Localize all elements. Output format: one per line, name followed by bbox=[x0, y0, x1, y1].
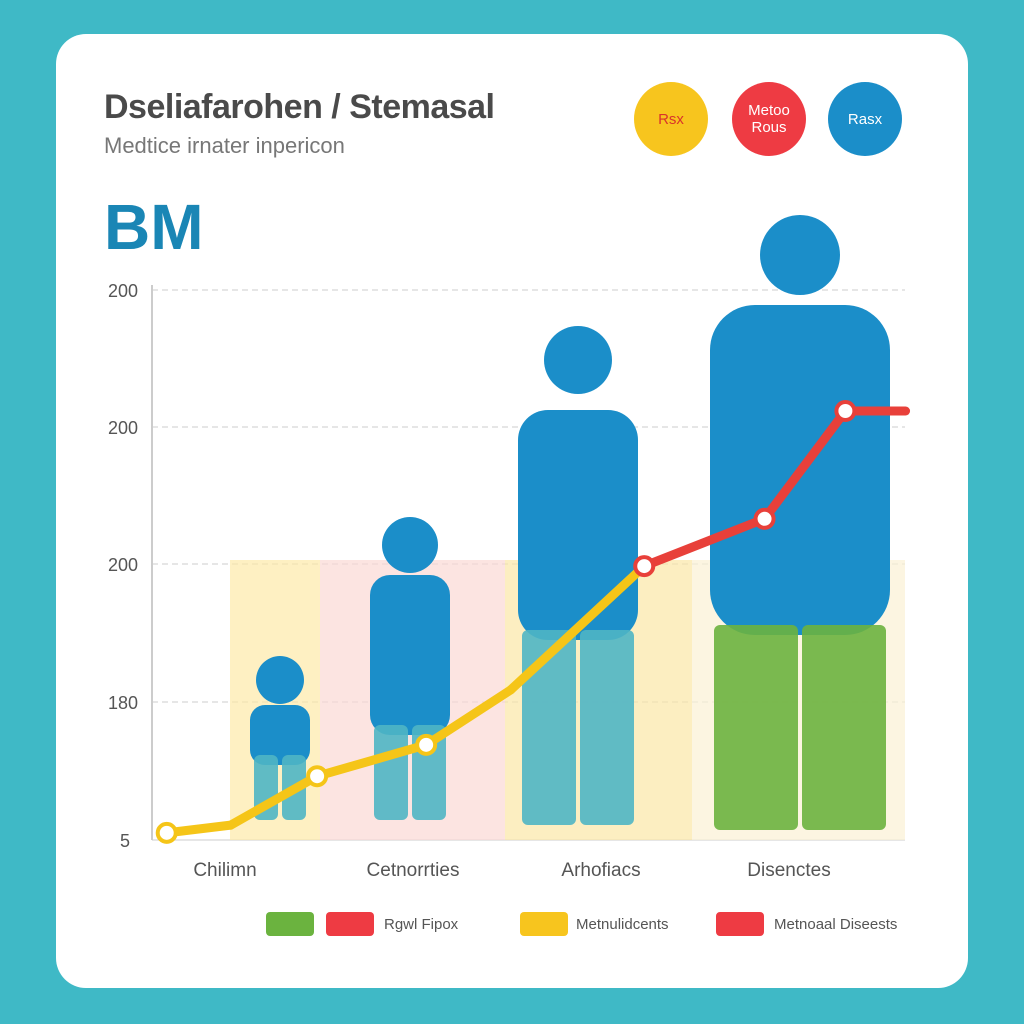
child-head bbox=[382, 517, 438, 573]
data-point bbox=[415, 733, 438, 756]
legend-swatch bbox=[266, 912, 314, 936]
man-head bbox=[760, 215, 840, 295]
y-tick-label: 200 bbox=[108, 555, 138, 575]
toddler-head bbox=[256, 656, 304, 704]
chart-title: Dseliafarohen / Stemasal bbox=[104, 88, 495, 126]
y-tick-label: 180 bbox=[108, 693, 138, 713]
x-tick-label: Disenctes bbox=[747, 860, 830, 881]
x-tick-label: Cetnorrties bbox=[367, 860, 460, 881]
badge-metoo-rous: Metoo Rous bbox=[732, 82, 806, 156]
data-point bbox=[306, 765, 329, 788]
legend-swatch bbox=[326, 912, 374, 936]
woman-leg bbox=[522, 630, 576, 825]
data-point bbox=[834, 400, 857, 422]
line-segment bbox=[760, 406, 850, 524]
y-tick-label: 200 bbox=[108, 418, 138, 438]
legend-item bbox=[266, 912, 314, 936]
badge-rsx: Rsx bbox=[634, 82, 708, 156]
line-segment bbox=[506, 561, 649, 695]
legend-swatch bbox=[716, 912, 764, 936]
legend-swatch bbox=[520, 912, 568, 936]
legend-item: Metnoaal Diseests bbox=[716, 912, 897, 936]
woman-leg bbox=[580, 630, 634, 825]
child-leg bbox=[374, 725, 408, 820]
badge-label: Rsx bbox=[658, 110, 684, 128]
line-segment bbox=[421, 685, 516, 750]
legend-label: Metnulidcents bbox=[576, 915, 669, 933]
data-point bbox=[753, 507, 776, 530]
legend-label: Rgwl Fipox bbox=[384, 915, 459, 933]
data-point bbox=[633, 555, 656, 578]
x-tick-label: Arhofiacs bbox=[561, 860, 640, 881]
chart-subtitle: Medtice irnater inpericon bbox=[104, 133, 345, 158]
toddler-body bbox=[250, 705, 310, 765]
line-segment bbox=[226, 771, 322, 830]
legend-item: Rgwl Fipox bbox=[326, 912, 458, 936]
legend-label: Metnoaal Diseests bbox=[774, 915, 898, 933]
badge-label: Metoo Rous bbox=[748, 102, 790, 136]
man-leg bbox=[802, 625, 886, 830]
man-leg bbox=[714, 625, 798, 830]
badge-rasx: Rasx bbox=[828, 82, 902, 156]
line-segment bbox=[312, 740, 431, 781]
x-tick-label: Chilimn bbox=[193, 860, 256, 881]
line-segment bbox=[639, 514, 770, 571]
badge-label: Rasx bbox=[847, 110, 883, 128]
big-label: BM bbox=[104, 191, 204, 263]
data-point bbox=[155, 821, 178, 844]
woman-body bbox=[518, 410, 638, 640]
legend-item: Metnulidcents bbox=[520, 912, 669, 936]
woman-head bbox=[544, 326, 612, 394]
y-tick-label: 5 bbox=[120, 831, 130, 851]
child-body bbox=[370, 575, 450, 735]
y-tick-label: 200 bbox=[108, 281, 138, 301]
